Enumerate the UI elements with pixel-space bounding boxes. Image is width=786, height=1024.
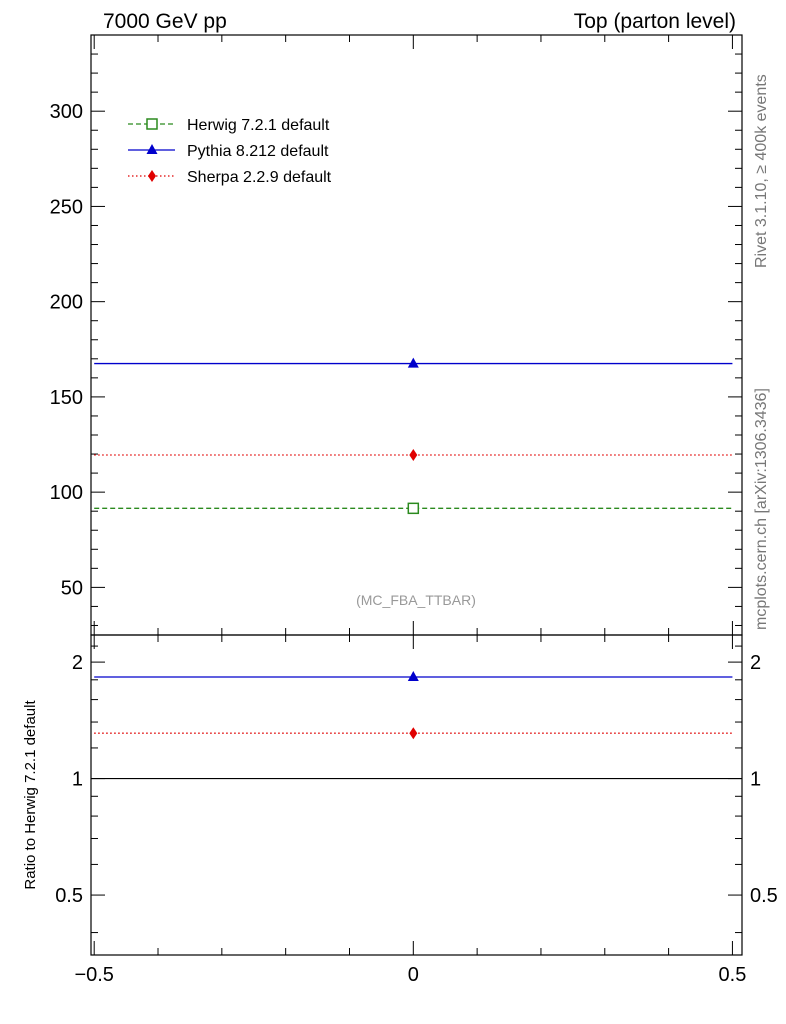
header-left: 7000 GeV pp	[103, 10, 227, 33]
y-tick-label: 250	[50, 196, 83, 218]
legend-marker-triangle	[146, 144, 158, 154]
ratio-frame	[90, 634, 743, 956]
y-tick-label: 300	[50, 101, 83, 123]
ratio-tick-label-right: 0.5	[750, 885, 778, 907]
ratio-tick-label-right: 1	[750, 769, 761, 791]
legend-entry: Herwig 7.2.1 default	[187, 117, 330, 134]
data-point-triangle	[407, 357, 419, 368]
rivet-label: Rivet 3.1.10, ≥ 400k events	[753, 74, 770, 268]
analysis-label: (MC_FBA_TTBAR)	[356, 592, 476, 608]
y-tick-label: 50	[61, 577, 83, 599]
legend-entry: Sherpa 2.2.9 default	[187, 169, 332, 186]
x-tick-label: 0	[408, 964, 419, 986]
ratio-panel: −0.5 0 0.5 0.5 0.5 1 1 2 2	[55, 634, 778, 986]
legend-marker-open-square	[146, 118, 158, 130]
legend-entry: Pythia 8.212 default	[187, 143, 329, 160]
ratio-point-triangle	[407, 671, 419, 682]
x-tick-label: 0.5	[719, 964, 747, 986]
ratio-tick-label-right: 2	[750, 652, 761, 674]
y-tick-label: 200	[50, 292, 83, 314]
legend-marker-diamond	[148, 170, 156, 182]
ratio-tick-label-left: 2	[72, 652, 83, 674]
ratio-tick-label-left: 1	[72, 769, 83, 791]
ratio-tick-label-left: 0.5	[55, 885, 83, 907]
data-point-diamond	[409, 449, 418, 461]
header-right: Top (parton level)	[574, 10, 736, 33]
data-point-open-square	[407, 502, 420, 515]
ratio-y-axis-label: Ratio to Herwig 7.2.1 default	[22, 700, 39, 890]
x-tick-label: −0.5	[74, 964, 113, 986]
ratio-point-diamond	[409, 727, 418, 740]
mcplots-label: mcplots.cern.ch [arXiv:1306.3436]	[753, 388, 770, 630]
legend: Herwig 7.2.1 default Pythia 8.212 default…	[128, 117, 332, 186]
y-tick-label: 150	[50, 387, 83, 409]
y-tick-label: 100	[50, 482, 83, 504]
